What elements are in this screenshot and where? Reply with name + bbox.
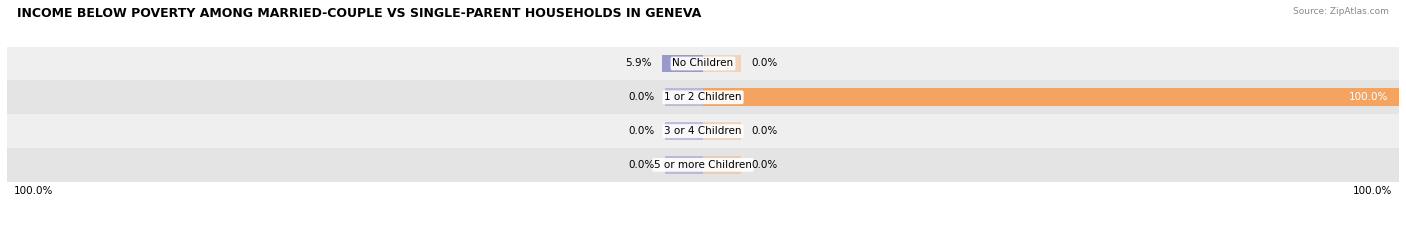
Bar: [665, 156, 703, 174]
Text: 0.0%: 0.0%: [752, 58, 778, 69]
Text: 100.0%: 100.0%: [14, 186, 53, 196]
Legend: Married Couples, Single Parents: Married Couples, Single Parents: [591, 232, 815, 233]
Bar: [703, 55, 741, 72]
Text: 0.0%: 0.0%: [752, 160, 778, 170]
Text: 5 or more Children: 5 or more Children: [654, 160, 752, 170]
Text: INCOME BELOW POVERTY AMONG MARRIED-COUPLE VS SINGLE-PARENT HOUSEHOLDS IN GENEVA: INCOME BELOW POVERTY AMONG MARRIED-COUPL…: [17, 7, 702, 20]
Bar: [7, 114, 1399, 148]
Bar: [7, 80, 1399, 114]
Text: Source: ZipAtlas.com: Source: ZipAtlas.com: [1294, 7, 1389, 16]
Bar: [703, 89, 1399, 106]
Bar: [665, 89, 703, 106]
Text: 100.0%: 100.0%: [1350, 92, 1389, 102]
Bar: [703, 122, 741, 140]
Text: 0.0%: 0.0%: [752, 126, 778, 136]
Text: 5.9%: 5.9%: [626, 58, 651, 69]
Text: 0.0%: 0.0%: [628, 160, 654, 170]
Bar: [7, 148, 1399, 182]
Text: 0.0%: 0.0%: [628, 92, 654, 102]
Text: 0.0%: 0.0%: [628, 126, 654, 136]
Bar: [665, 122, 703, 140]
Text: No Children: No Children: [672, 58, 734, 69]
Bar: [7, 47, 1399, 80]
Bar: [662, 55, 703, 72]
Bar: [703, 156, 741, 174]
Text: 1 or 2 Children: 1 or 2 Children: [664, 92, 742, 102]
Text: 3 or 4 Children: 3 or 4 Children: [664, 126, 742, 136]
Text: 100.0%: 100.0%: [1353, 186, 1392, 196]
